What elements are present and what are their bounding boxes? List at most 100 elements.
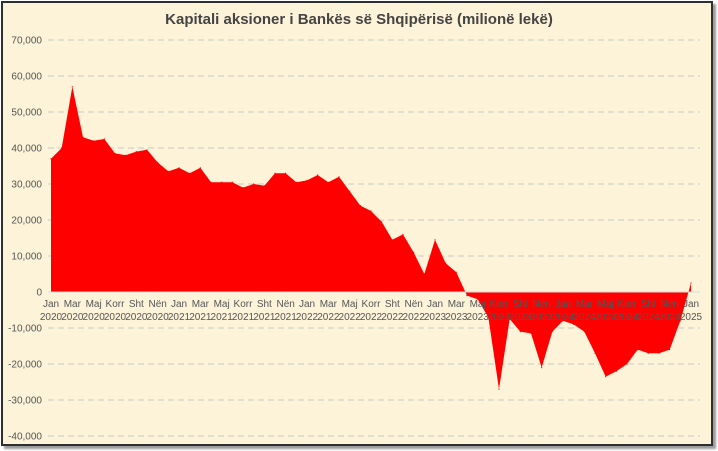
x-tick-month: Maj (342, 299, 358, 310)
data-point (327, 181, 329, 183)
x-tick-year: 2024 (573, 312, 596, 323)
x-tick-month: Korr (618, 299, 638, 310)
data-point (349, 190, 351, 192)
data-point (509, 318, 511, 320)
x-tick-year: 2021 (232, 312, 255, 323)
data-point (167, 170, 169, 172)
x-tick-year: 2020 (61, 312, 84, 323)
x-tick-year: 2020 (147, 312, 170, 323)
data-point (242, 187, 244, 189)
data-point (466, 295, 468, 297)
x-tick-month: Sht (641, 299, 656, 310)
x-tick-year: 2022 (403, 312, 426, 323)
x-tick-month: Korr (106, 299, 126, 310)
x-tick-month: Nën (404, 299, 422, 310)
data-point (658, 352, 660, 354)
data-point (626, 363, 628, 365)
data-point (637, 349, 639, 351)
x-tick-month: Korr (234, 299, 254, 310)
data-point (93, 140, 95, 142)
x-tick-year: 2022 (296, 312, 319, 323)
data-point (210, 181, 212, 183)
data-point (583, 331, 585, 333)
x-tick-month: Mar (320, 299, 338, 310)
x-tick-year: 2024 (616, 312, 639, 323)
x-tick-month: Nën (276, 299, 294, 310)
x-tick-month: Jan (427, 299, 443, 310)
data-point (157, 161, 159, 163)
area-series (48, 86, 700, 390)
data-point (135, 151, 137, 153)
x-tick-month: Maj (214, 299, 230, 310)
area-fill (51, 86, 691, 390)
data-point (274, 172, 276, 174)
x-tick-month: Maj (598, 299, 614, 310)
y-tick-label: 70,000 (11, 36, 42, 47)
x-tick-year: 2021 (211, 312, 234, 323)
data-point (146, 149, 148, 151)
x-axis-ticks: Jan2020Mar2020Maj2020Korr2020Sht2020Nën2… (40, 299, 703, 323)
x-tick-year: 2024 (595, 312, 618, 323)
data-point (381, 221, 383, 223)
data-point (434, 239, 436, 241)
data-point (615, 370, 617, 372)
x-tick-month: Sht (385, 299, 400, 310)
data-point (573, 323, 575, 325)
y-tick-label: 50,000 (11, 108, 42, 119)
data-point (551, 331, 553, 333)
x-tick-year: 2023 (445, 312, 468, 323)
data-point (253, 183, 255, 185)
x-tick-month: Mar (576, 299, 594, 310)
x-tick-year: 2022 (317, 312, 340, 323)
data-point (487, 316, 489, 318)
data-point (498, 388, 500, 390)
x-tick-month: Maj (86, 299, 102, 310)
x-tick-month: Sht (513, 299, 528, 310)
data-point (317, 174, 319, 176)
x-tick-month: Maj (470, 299, 486, 310)
y-tick-label: 30,000 (11, 180, 42, 191)
x-tick-month: Jan (555, 299, 571, 310)
x-tick-year: 2024 (659, 312, 682, 323)
data-point (455, 271, 457, 273)
data-point (519, 331, 521, 333)
y-tick-label: -20,000 (8, 360, 42, 371)
data-point (690, 282, 692, 284)
x-tick-year: 2023 (488, 312, 511, 323)
x-tick-month: Korr (490, 299, 510, 310)
data-point (306, 179, 308, 181)
data-point (295, 181, 297, 183)
y-tick-label: 0 (36, 288, 42, 299)
data-point (82, 136, 84, 138)
x-tick-year: 2022 (360, 312, 383, 323)
data-point (391, 239, 393, 241)
data-point (285, 172, 287, 174)
y-tick-label: -40,000 (8, 432, 42, 443)
data-point (402, 233, 404, 235)
x-tick-month: Jan (299, 299, 315, 310)
x-tick-month: Nën (148, 299, 166, 310)
x-tick-year: 2024 (552, 312, 575, 323)
data-point (103, 138, 105, 140)
data-point (114, 152, 116, 154)
x-tick-year: 2024 (637, 312, 660, 323)
x-tick-month: Sht (257, 299, 272, 310)
x-tick-month: Jan (43, 299, 59, 310)
x-tick-year: 2021 (168, 312, 191, 323)
y-tick-label: 40,000 (11, 144, 42, 155)
x-tick-year: 2020 (125, 312, 148, 323)
x-tick-year: 2023 (509, 312, 532, 323)
data-point (189, 172, 191, 174)
x-tick-month: Nën (532, 299, 550, 310)
x-tick-month: Mar (64, 299, 82, 310)
x-tick-month: Jan (171, 299, 187, 310)
x-tick-month: Korr (362, 299, 382, 310)
x-tick-month: Jan (683, 299, 699, 310)
x-tick-year: 2021 (275, 312, 298, 323)
x-tick-year: 2020 (40, 312, 63, 323)
data-point (199, 167, 201, 169)
data-point (605, 376, 607, 378)
y-tick-label: 10,000 (11, 252, 42, 263)
data-point (338, 176, 340, 178)
